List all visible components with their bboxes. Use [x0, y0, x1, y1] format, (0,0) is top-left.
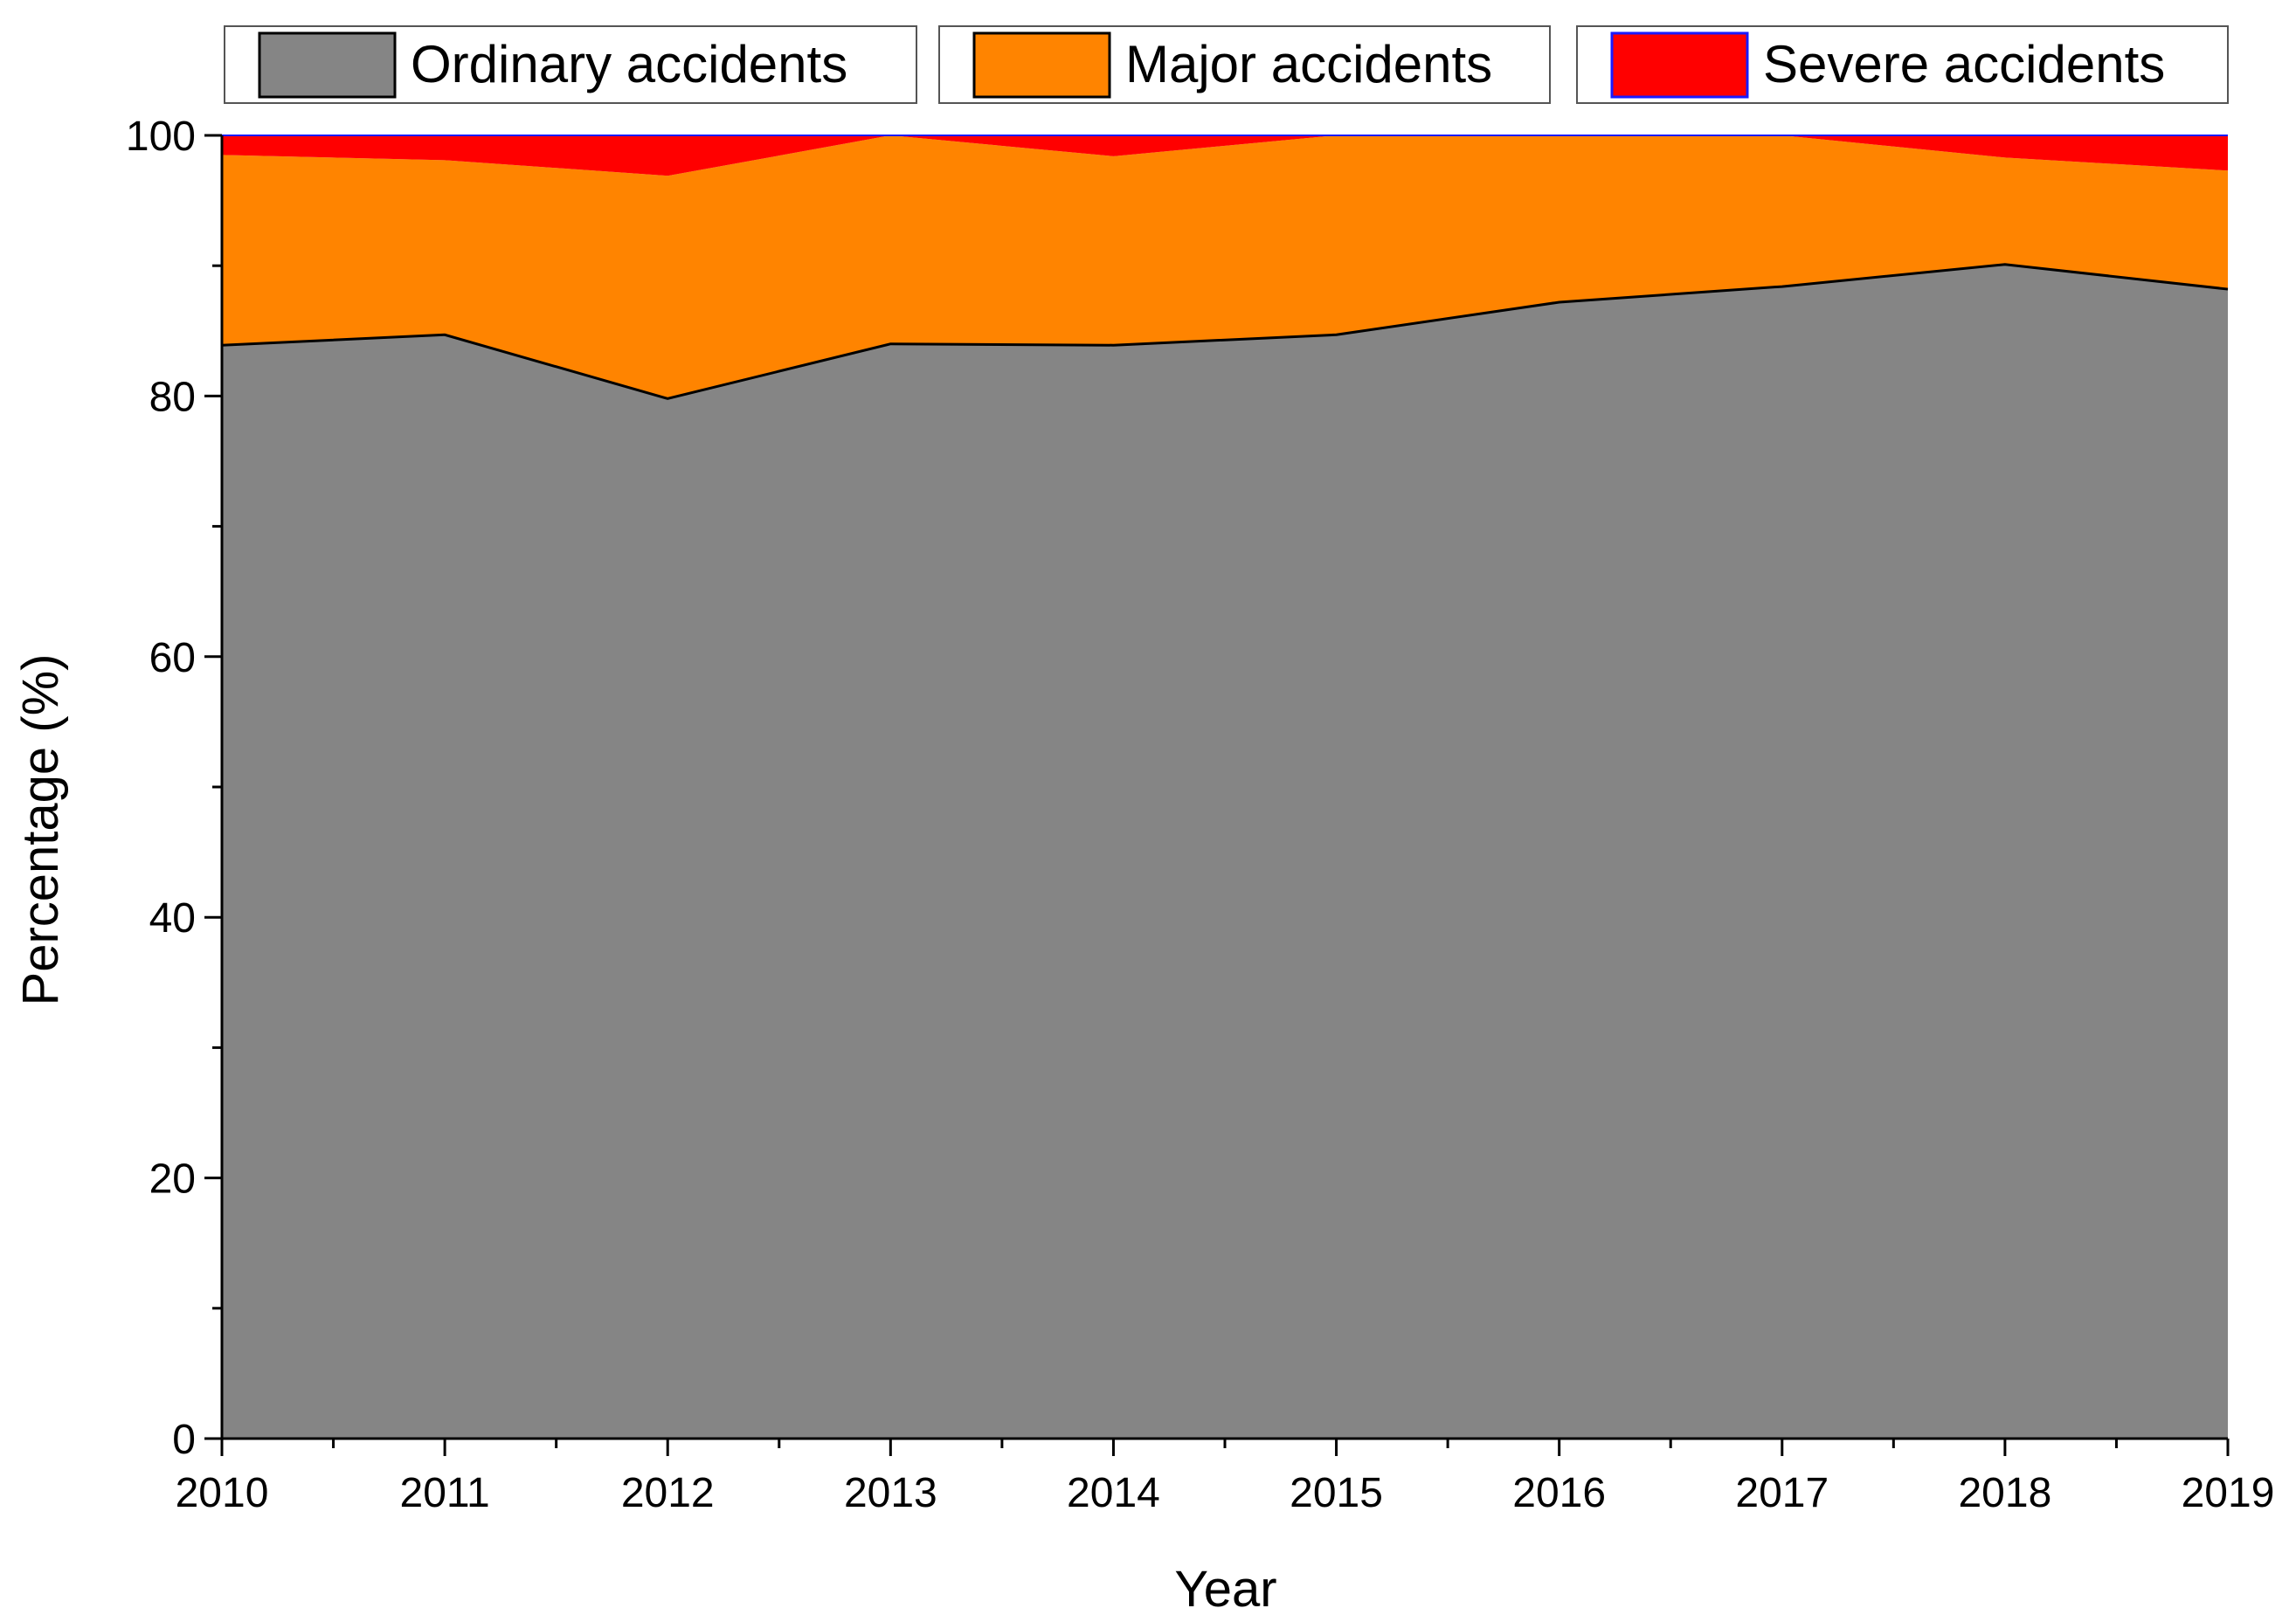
legend-item-severe-accidents: Severe accidents	[1576, 25, 2229, 104]
x-tick-label-2018: 2018	[1958, 1470, 2051, 1516]
x-axis-title: Year	[1174, 1561, 1276, 1618]
y-tick-label-20: 20	[149, 1156, 196, 1203]
y-tick-label-60: 60	[149, 635, 196, 681]
legend-label-ordinary-accidents: Ordinary accidents	[411, 35, 847, 93]
area-layers	[221, 135, 2229, 1439]
y-tick-label-40: 40	[149, 895, 196, 942]
legend-label-severe-accidents: Severe accidents	[1763, 35, 2165, 93]
ordinary-boundary-line	[221, 263, 2229, 400]
x-tick-label-2016: 2016	[1512, 1470, 1606, 1516]
legend-item-ordinary-accidents: Ordinary accidents	[224, 25, 917, 104]
legend-swatch-major-accidents	[972, 31, 1111, 99]
x-tick-label-2019: 2019	[2182, 1470, 2275, 1516]
area-major-accidents	[222, 135, 2228, 399]
legend-item-major-accidents: Major accidents	[938, 25, 1551, 104]
y-tick-label-80: 80	[149, 374, 196, 420]
y-tick-label-100: 100	[126, 114, 196, 160]
x-tick-label-2015: 2015	[1290, 1470, 1383, 1516]
x-tick-label-2010: 2010	[176, 1470, 269, 1516]
legend-label-major-accidents: Major accidents	[1125, 35, 1492, 93]
area-severe-accidents	[222, 135, 2228, 176]
legend-swatch-severe-accidents	[1610, 31, 1749, 99]
legend-swatch-ordinary-accidents	[258, 31, 397, 99]
y-tick-label-0: 0	[172, 1417, 196, 1463]
area-ordinary-accidents	[222, 264, 2228, 1439]
x-tick-label-2011: 2011	[400, 1470, 490, 1516]
x-tick-label-2014: 2014	[1067, 1470, 1160, 1516]
x-tick-label-2017: 2017	[1735, 1470, 1829, 1516]
axes: 0 20 40 60 80 100 2010 2011 2012 2013 2014 2015 2016…	[126, 114, 2274, 1516]
legend: Ordinary accidents Major accidents Severe …	[224, 25, 2229, 104]
y-axis-title: Percentage (%)	[12, 654, 69, 1006]
x-tick-label-2012: 2012	[621, 1470, 715, 1516]
x-tick-label-2013: 2013	[844, 1470, 937, 1516]
